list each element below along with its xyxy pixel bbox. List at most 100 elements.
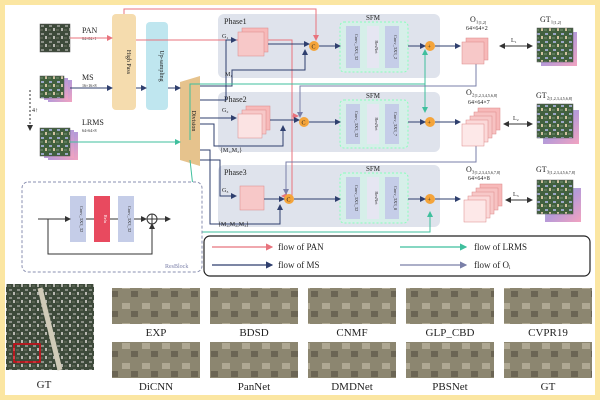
upsampling-label: Up-sampling (158, 50, 164, 81)
svg-text:+: + (428, 45, 432, 51)
scale-label: 4↑ (32, 108, 38, 114)
ms-label: MS (82, 73, 94, 82)
output1-label: O₁[1,2] (470, 15, 487, 26)
division-label: Division (190, 111, 196, 132)
loss-label-1: L₁ (511, 38, 517, 44)
thumb-pannet (210, 342, 298, 378)
phase3-m-label: {M₁,M₂,M₃} (218, 222, 249, 228)
thumb-cvpr (504, 288, 592, 324)
loss-label-2: L₂ (513, 116, 519, 122)
resblock-box (21, 181, 203, 273)
upsampling-block (146, 22, 168, 110)
thumb-label-8: DMDNet (331, 381, 373, 393)
svg-text:C: C (287, 198, 291, 204)
thumb-cnmf (308, 288, 396, 324)
concat-node-2: C (299, 117, 309, 127)
gt3-image (536, 179, 581, 222)
legend-pan: flow of PAN (278, 242, 324, 252)
phase1-m-label: M₁ (225, 72, 232, 78)
gt-main-highlight (13, 343, 41, 363)
add-node-1: + (425, 41, 435, 51)
sfm-title-2: SFM (366, 92, 381, 100)
pan-image (39, 23, 71, 53)
legend-lrms: flow of LRMS (474, 242, 527, 252)
sfm-title-1: SFM (366, 14, 381, 22)
phase3-g-cube (239, 185, 265, 211)
output-cube-2 (461, 107, 501, 147)
architecture-diagram: Phase1 Phase2 Phase3 SFM Conv_3X3_32 Res… (6, 8, 592, 393)
output3-label: O₃[1,2,3,4,5,6,7,8] (466, 165, 501, 176)
loss-label-3: L₃ (513, 192, 519, 198)
thumb-label-4: GLP_CBD (426, 327, 475, 339)
svg-text:C: C (312, 45, 316, 51)
thumb-pbsnet (406, 342, 494, 378)
phase1-g-label: G₁ (222, 34, 228, 40)
svg-text:+: + (428, 121, 432, 127)
add-node-3: + (425, 194, 435, 204)
thumb-label-5: CVPR19 (528, 327, 568, 339)
ms-image (39, 75, 72, 102)
sfm2-conv-a: Conv_3X3_32 (354, 111, 359, 138)
thumb-exp (112, 288, 200, 324)
resblock-conv-b: Conv_3X3_32 (127, 206, 132, 233)
legend-box (203, 235, 591, 277)
gt2-image (536, 103, 579, 144)
highpass-block (112, 14, 136, 110)
gt1-image (536, 27, 577, 66)
phase1-g-cube (237, 27, 269, 57)
lrms-label: LRMS (82, 118, 104, 127)
sfm1-conv-b: Conv_3X3_2 (393, 35, 398, 59)
ms-size: 16×16×8 (82, 83, 97, 88)
resblock-relu: Relu (103, 215, 108, 224)
output1-size: 64×64×2 (466, 26, 488, 32)
output-cube-3 (463, 183, 503, 223)
pan-label: PAN (82, 26, 97, 35)
output2-size: 64×64×7 (468, 100, 490, 106)
resblock-title: ResBlock (165, 264, 188, 270)
thumb-label-6: DiCNN (139, 381, 173, 393)
sfm-block-3: SFM Conv_3X3_32 ResNet Conv_3X3_8 (339, 165, 409, 224)
gt2-label: GT₂[1,2,3,4,5,6,8] (536, 91, 573, 102)
sfm3-conv-a: Conv_3X3_32 (354, 185, 359, 212)
phase2-g-cube (237, 105, 271, 139)
thumb-label-7: PanNet (238, 381, 270, 393)
sfm-title-3: SFM (366, 165, 381, 173)
phase3-title: Phase3 (224, 168, 247, 177)
add-node-2: + (425, 117, 435, 127)
svg-text:+: + (428, 198, 432, 204)
phase2-g-label: G₂ (222, 108, 228, 114)
phase2-m-label: {M₁,M₂} (220, 148, 242, 154)
lrms-size: 64×64×8 (82, 128, 97, 133)
gallery-row1 (112, 288, 592, 324)
gt1-label: GT₁[1,2] (540, 15, 562, 26)
output-cube-1 (461, 37, 489, 65)
thumb-label-2: BDSD (239, 327, 268, 339)
thumb-label-10: GT (541, 381, 556, 393)
output3-size: 64×64×8 (468, 176, 490, 182)
sfm3-conv-b: Conv_3X3_8 (393, 186, 398, 211)
sfm-block-2: SFM Conv_3X3_32 ResNet Conv_3X3_7 (339, 92, 409, 149)
thumb-dmdnet (308, 342, 396, 378)
resblock-conv-a: Conv_3X3_32 (79, 206, 84, 233)
concat-node-1: C (309, 41, 319, 51)
thumb-label-1: EXP (146, 327, 167, 339)
concat-node-3: C (284, 194, 294, 204)
legend-oi: flow of Oᵢ (474, 260, 511, 270)
phase1-title: Phase1 (224, 17, 247, 26)
thumb-glp (406, 288, 494, 324)
sfm3-resnet: ResNet (374, 191, 379, 205)
phase3-g-label: G₃ (222, 188, 228, 194)
thumb-label-3: CNMF (336, 327, 367, 339)
sfm2-resnet: ResNet (374, 117, 379, 131)
thumb-dicnn (112, 342, 200, 378)
sfm2-conv-b: Conv_3X3_7 (393, 112, 398, 137)
output2-label: O₂[1,2,3,4,5,6,8] (466, 88, 498, 99)
thumb-label-9: PBSNet (432, 381, 467, 393)
gt3-label: GT₃[1,2,3,4,5,6,7,8] (536, 165, 576, 176)
thumb-gt (504, 342, 592, 378)
highpass-label: High Pass (125, 50, 131, 75)
sfm1-conv-a: Conv_3X3_32 (354, 34, 359, 61)
phase2-title: Phase2 (224, 95, 247, 104)
gt-main-label: GT (37, 379, 52, 391)
